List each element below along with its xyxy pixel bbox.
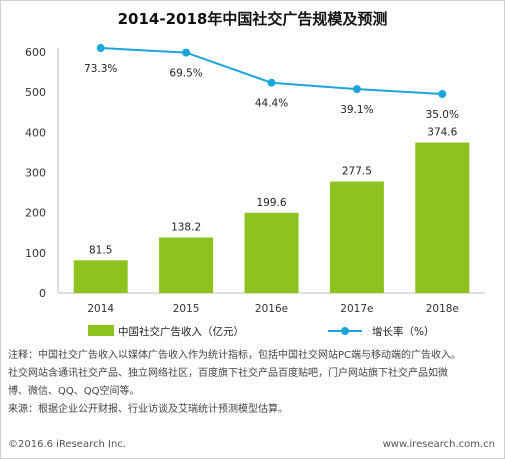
bar [244, 212, 299, 293]
bar [73, 260, 128, 293]
legend-swatch-bar [88, 325, 114, 336]
x-tick-label: 2018e [426, 303, 459, 315]
x-tick-label: 2016e [255, 303, 288, 315]
bar-value-label: 138.2 [171, 221, 201, 233]
bar-line-chart: 0 100 200 300 400 500 600 81.5 138.2 199.6 277.5 37… [25, 44, 485, 338]
growth-rate-label: 69.5% [169, 68, 202, 80]
bar-value-label: 277.5 [342, 166, 372, 178]
copyright-text: ©2016.6 iResearch Inc. [8, 439, 126, 450]
growth-rate-point [182, 48, 191, 57]
note-line: 注释：中国社交广告收入以媒体广告收入作为统计指标，包括中国社交网站PC端与移动端… [8, 350, 462, 361]
growth-rate-label: 35.0% [426, 109, 459, 121]
y-tick-label: 600 [25, 46, 46, 59]
note-line: 博、微信、QQ、QQ空间等。 [8, 386, 140, 397]
growth-rate-label: 39.1% [340, 104, 373, 116]
x-tick-label: 2014 [87, 303, 114, 315]
growth-rate-point [352, 85, 361, 94]
growth-rate-point [438, 90, 447, 98]
x-tick-label: 2015 [173, 303, 200, 315]
y-tick-label: 200 [25, 207, 46, 220]
bar [159, 237, 214, 293]
growth-rate-label: 73.3% [84, 63, 117, 75]
website-text: www.iresearch.com.cn [382, 439, 495, 450]
growth-rate-label: 44.4% [255, 98, 288, 110]
legend-label-line: 增长率（%） [372, 325, 434, 338]
bar-value-label: 81.5 [89, 244, 112, 256]
legend-marker-line [341, 327, 349, 335]
x-tick-label: 2017e [340, 303, 373, 315]
note-line: 社交网站含通讯社交产品、独立网络社区，百度旗下社交产品百度贴吧，门户网站旗下社交… [8, 368, 448, 379]
source-line: 来源：根据企业公开财报、行业访谈及艾瑞统计预测模型估算。 [8, 404, 288, 415]
growth-rate-line [100, 47, 443, 95]
bar-value-label: 374.6 [427, 127, 457, 139]
bar [415, 142, 470, 293]
y-tick-label: 100 [25, 247, 46, 260]
bar-value-label: 199.6 [256, 197, 286, 209]
legend-label-bar: 中国社交广告收入（亿元） [118, 325, 244, 338]
growth-rate-point [96, 44, 105, 53]
chart-title: 2014-2018年中国社交广告规模及预测 [117, 10, 388, 28]
y-tick-label: 300 [25, 167, 46, 180]
y-tick-label: 0 [39, 287, 46, 300]
y-tick-label: 500 [25, 86, 46, 99]
bar [329, 181, 384, 293]
growth-rate-point [267, 78, 276, 87]
chart-notes: 注释：中国社交广告收入以媒体广告收入作为统计指标，包括中国社交网站PC端与移动端… [8, 347, 500, 419]
y-tick-label: 400 [25, 126, 46, 139]
